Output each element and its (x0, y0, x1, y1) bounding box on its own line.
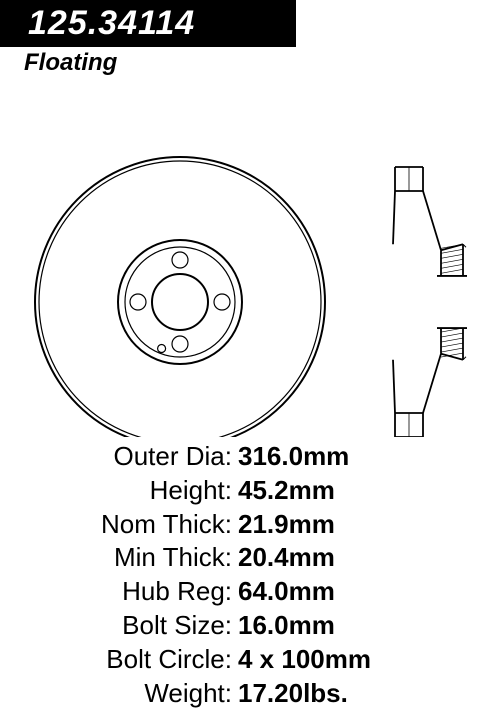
spec-label: Bolt Circle: (0, 643, 238, 677)
spec-label: Hub Reg: (0, 575, 238, 609)
spec-label: Outer Dia: (0, 440, 238, 474)
spec-row: Hub Reg:64.0mm (0, 575, 500, 609)
rotor-type-label: Floating (24, 49, 500, 77)
spec-value: 21.9mm (238, 508, 335, 542)
spec-value: 17.20lbs. (238, 677, 348, 710)
diagram-area (0, 77, 500, 432)
spec-row: Outer Dia:316.0mm (0, 440, 500, 474)
spec-row: Min Thick:20.4mm (0, 541, 500, 575)
spec-label: Nom Thick: (0, 508, 238, 542)
spec-row: Height:45.2mm (0, 474, 500, 508)
part-number: 125.34114 (28, 4, 195, 42)
spec-value: 16.0mm (238, 609, 335, 643)
spec-label: Min Thick: (0, 541, 238, 575)
spec-value: 4 x 100mm (238, 643, 371, 677)
spec-row: Bolt Circle:4 x 100mm (0, 643, 500, 677)
rotor-diagram (0, 77, 500, 437)
spec-row: Bolt Size:16.0mm (0, 609, 500, 643)
spec-row: Weight:17.20lbs. (0, 677, 500, 710)
spec-label: Weight: (0, 677, 238, 710)
spec-value: 316.0mm (238, 440, 349, 474)
spec-label: Bolt Size: (0, 609, 238, 643)
spec-value: 20.4mm (238, 541, 335, 575)
spec-value: 45.2mm (238, 474, 335, 508)
spec-label: Height: (0, 474, 238, 508)
part-number-bar: 125.34114 (0, 0, 296, 47)
spec-table: Outer Dia:316.0mmHeight:45.2mmNom Thick:… (0, 440, 500, 710)
spec-value: 64.0mm (238, 575, 335, 609)
spec-row: Nom Thick:21.9mm (0, 508, 500, 542)
